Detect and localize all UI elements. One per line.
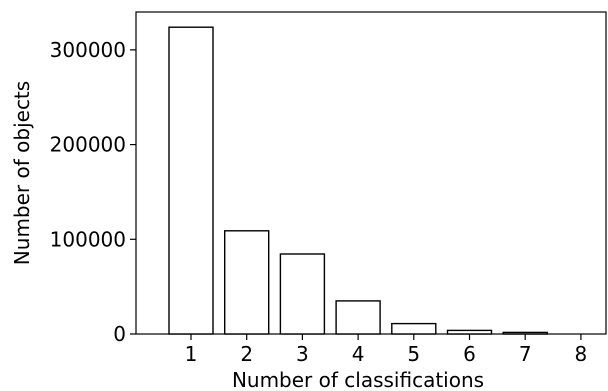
x-tick-label-6: 6 [463, 342, 476, 366]
y-axis-title: Number of objects [10, 81, 34, 265]
x-axis-ticks: 1 2 3 4 5 6 7 8 [185, 334, 588, 366]
bar-3 [279, 253, 326, 335]
y-axis-ticks: 0 100000 200000 300000 [50, 38, 136, 346]
x-tick-label-4: 4 [352, 342, 365, 366]
bar-2 [223, 230, 270, 335]
bar-7 [502, 331, 548, 335]
bar-1 [168, 26, 214, 335]
bar-4 [335, 300, 381, 335]
y-tick-label-300000: 300000 [50, 38, 126, 62]
x-tick-label-2: 2 [240, 342, 253, 366]
x-tick-label-5: 5 [407, 342, 420, 366]
x-axis-title: Number of classifications [232, 368, 484, 391]
bar-5 [391, 322, 437, 335]
x-tick-label-3: 3 [296, 342, 309, 366]
bar-6 [446, 329, 493, 335]
x-tick-label-7: 7 [519, 342, 532, 366]
y-tick-label-100000: 100000 [50, 227, 126, 251]
bars-group [168, 26, 548, 335]
y-tick-label-0: 0 [113, 322, 126, 346]
x-tick-label-8: 8 [575, 342, 588, 366]
x-tick-label-1: 1 [185, 342, 198, 366]
y-tick-label-200000: 200000 [50, 133, 126, 157]
